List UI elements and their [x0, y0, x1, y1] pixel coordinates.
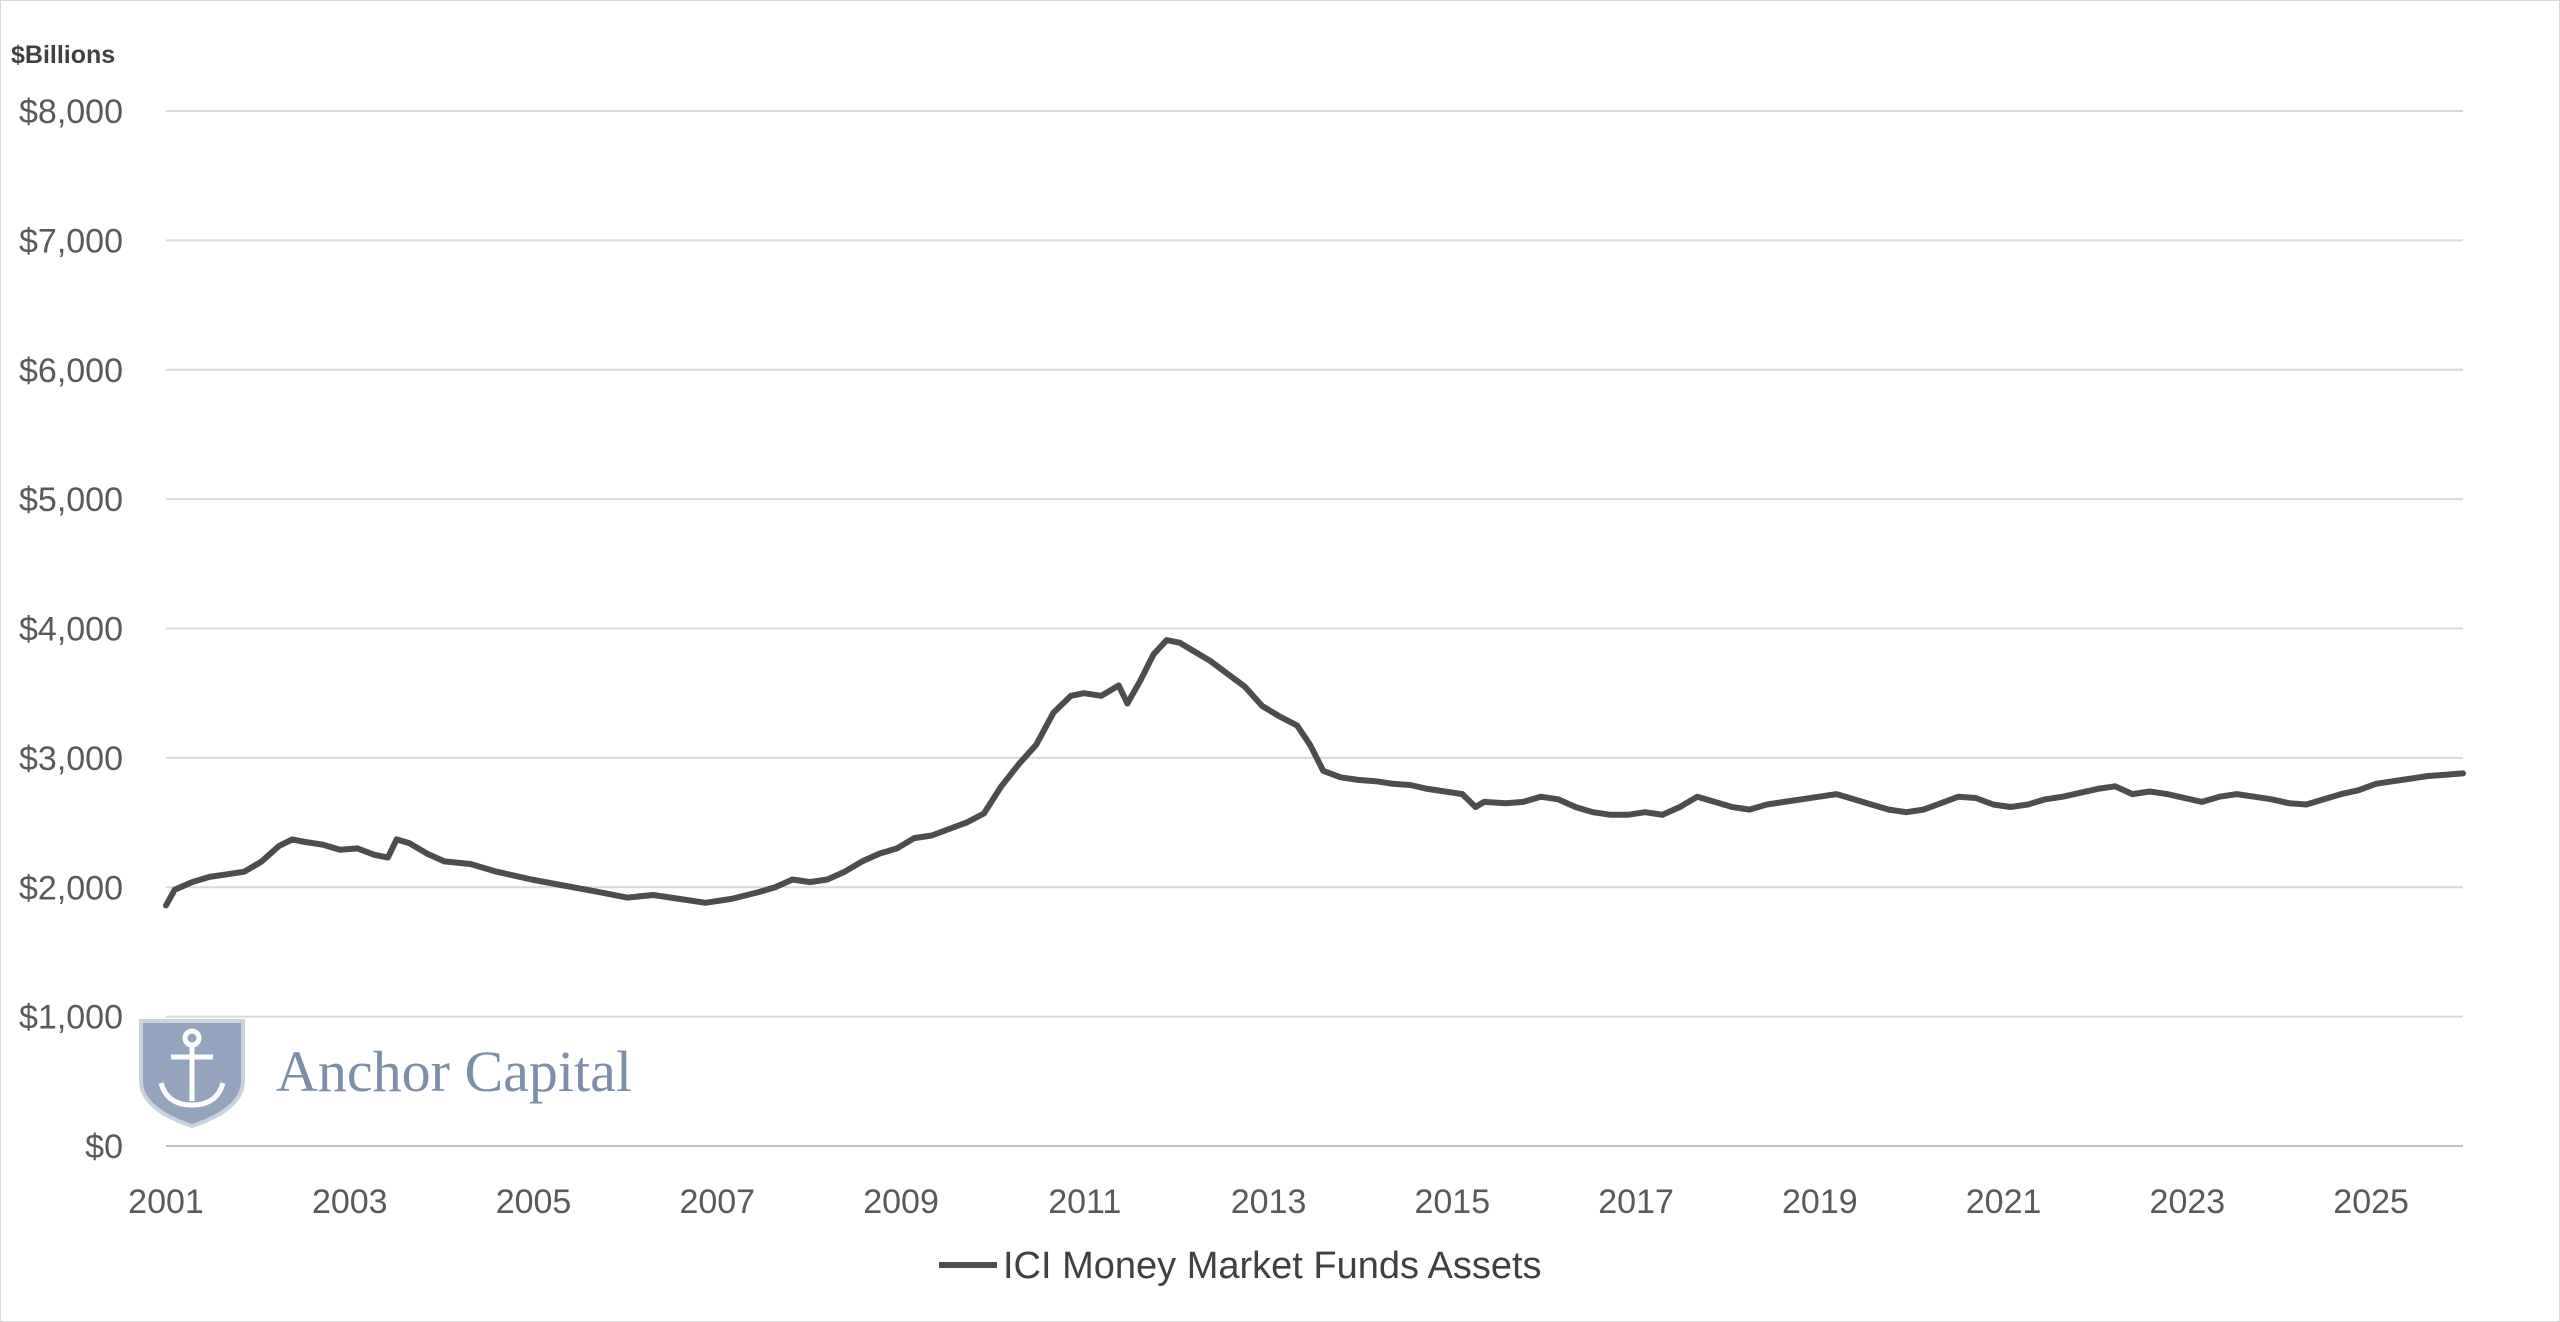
y-axis: $0 $1,000 $2,000 $3,000 $4,000 $5,000 $6,000 $7… [19, 93, 123, 1166]
anchor-capital-logo: Anchor Capital [139, 1019, 632, 1129]
x-tick-label: 2021 [1966, 1183, 2042, 1221]
anchor-icon [158, 1028, 226, 1108]
y-axis-unit-label: $Billions [11, 41, 115, 69]
x-tick-label: 2017 [1598, 1183, 1674, 1221]
series-line [163, 637, 2466, 909]
x-tick-label: 2019 [1782, 1183, 1858, 1221]
x-tick-label: 2011 [1048, 1183, 1121, 1221]
y-tick-label: $2,000 [19, 869, 123, 907]
x-tick-label: 2013 [1231, 1183, 1307, 1221]
legend-label: ICI Money Market Funds Assets [1003, 1245, 1542, 1287]
x-tick-label: 2007 [679, 1183, 755, 1221]
y-tick-label: $8,000 [19, 93, 123, 131]
legend: ICI Money Market Funds Assets [939, 1245, 1542, 1287]
y-tick-label: $5,000 [19, 481, 123, 519]
x-tick-label: 2009 [863, 1183, 939, 1221]
series-layer [163, 637, 2466, 909]
logo-text: Anchor Capital [276, 1039, 632, 1104]
x-tick-label: 2025 [2333, 1183, 2409, 1221]
y-tick-label: $0 [85, 1128, 123, 1166]
x-tick-label: 2023 [2150, 1183, 2226, 1221]
x-axis: 2001 2003 2005 2007 2009 2011 2013 2015 2017 2019… [128, 1183, 2409, 1221]
y-tick-label: $4,000 [19, 611, 123, 649]
y-tick-label: $1,000 [19, 999, 123, 1037]
x-tick-label: 2005 [496, 1183, 572, 1221]
y-tick-label: $6,000 [19, 352, 123, 390]
gridlines [166, 110, 2463, 1147]
x-tick-label: 2015 [1414, 1183, 1490, 1221]
x-tick-label: 2001 [128, 1183, 204, 1221]
y-tick-label: $7,000 [19, 222, 123, 260]
x-tick-label: 2003 [312, 1183, 388, 1221]
y-tick-label: $3,000 [19, 740, 123, 778]
